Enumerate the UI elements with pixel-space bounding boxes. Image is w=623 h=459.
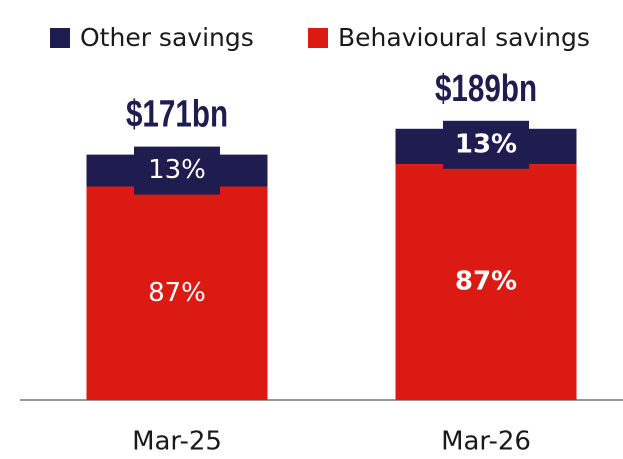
value-label: 13% (455, 129, 517, 159)
x-tick-label: Mar-26 (441, 427, 531, 457)
legend-swatch (50, 28, 70, 48)
value-label: 87% (455, 267, 517, 297)
bar-segment (395, 164, 577, 400)
label-tab (443, 120, 529, 169)
legend-label: Other savings (80, 23, 254, 52)
x-tick-label: Mar-25 (132, 427, 222, 457)
value-label: 87% (148, 278, 206, 308)
legend-label: Behavioural savings (338, 23, 590, 52)
value-label: 13% (148, 155, 206, 185)
label-tab (134, 146, 220, 195)
legend-swatch (308, 28, 328, 48)
total-label: $189bn (435, 67, 537, 109)
bar-segment (86, 186, 268, 400)
total-label: $171bn (126, 93, 228, 135)
